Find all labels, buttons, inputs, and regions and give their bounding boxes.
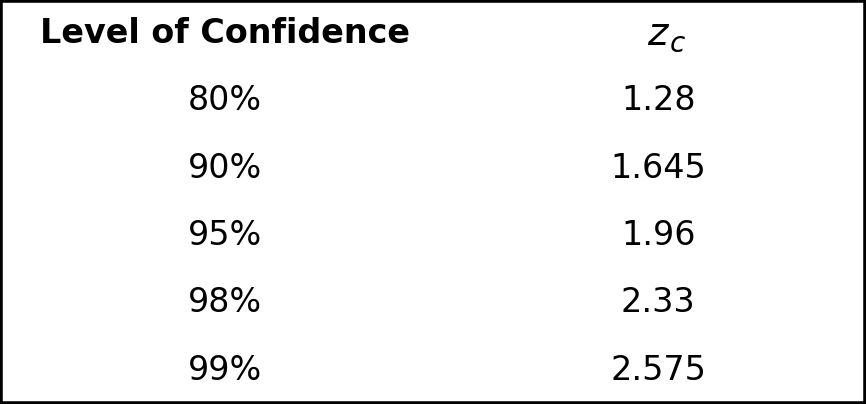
Text: 1.28: 1.28 bbox=[621, 84, 695, 118]
Text: 1.96: 1.96 bbox=[621, 219, 695, 252]
Text: $\mathbf{\mathit{c}}$: $\mathbf{\mathit{c}}$ bbox=[669, 30, 686, 58]
Text: 1.645: 1.645 bbox=[611, 152, 706, 185]
Text: 80%: 80% bbox=[188, 84, 262, 118]
Text: 95%: 95% bbox=[188, 219, 262, 252]
Text: Level of Confidence: Level of Confidence bbox=[40, 17, 410, 50]
Text: $\mathbf{\mathit{z}}$: $\mathbf{\mathit{z}}$ bbox=[647, 15, 669, 53]
Text: 99%: 99% bbox=[188, 354, 262, 387]
Text: 90%: 90% bbox=[188, 152, 262, 185]
Text: 2.33: 2.33 bbox=[621, 286, 695, 320]
Text: 98%: 98% bbox=[188, 286, 262, 320]
Text: 2.575: 2.575 bbox=[611, 354, 706, 387]
